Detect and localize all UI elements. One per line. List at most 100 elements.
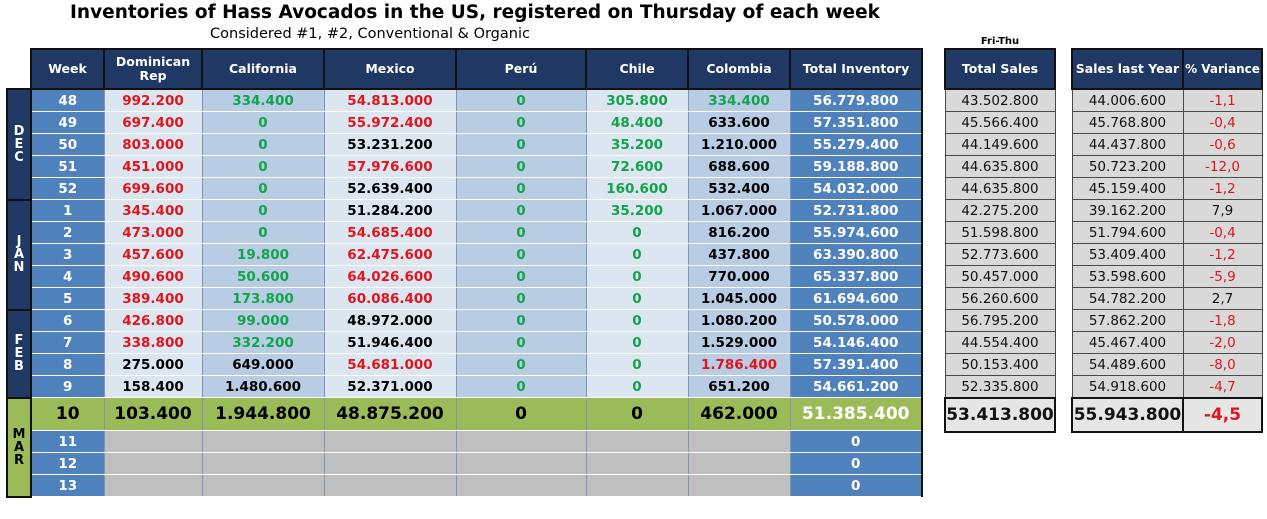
mexico-cell: 54.813.000 [324,88,457,112]
peru-cell: 0 [456,177,587,200]
total-inventory-cell: 55.279.400 [790,133,923,156]
mexico-cell: 48.972.000 [324,309,457,332]
california-cell: 332.200 [202,331,325,354]
variance-cell: -1,8 [1182,309,1263,332]
california-cell: 99.000 [202,309,325,332]
california-cell: 19.800 [202,243,325,266]
empty-cell [324,430,457,453]
page-title: Inventories of Hass Avocados in the US, … [70,2,880,23]
total-sales-cell: 45.566.400 [944,111,1056,134]
month-letter: D [13,123,25,139]
month-letter: M [12,426,26,442]
table-row: 54.782.200 2,7 [1071,287,1263,310]
month-letter: C [14,149,24,165]
table-row: 42.275.200 [944,199,1056,222]
empty-cell [688,452,791,475]
sales-last-year-cell: 51.794.600 [1071,221,1184,244]
chile-cell: 0 [586,309,689,332]
variance-cell: -1,2 [1182,177,1263,200]
sales-last-year-cell: 50.723.200 [1071,155,1184,178]
table-row: F E B 6 426.800 99.000 48.972.000 0 0 1.080.200 50… [6,308,923,399]
table-row: 8 275.000 649.000 54.681.000 0 0 1.786.400 57.3… [7,353,923,376]
peru-cell: 0 [456,133,587,156]
dominican-cell: 338.800 [104,331,203,354]
total-inventory-cell: 61.694.600 [790,287,923,310]
header-colombia: Colombia [687,48,791,90]
table-row: 44.437.800 -0,6 [1071,133,1263,156]
month-letter: E [14,136,24,152]
sales-last-year-cell: 55.943.800 [1071,397,1184,433]
table-row: 54.489.600 -8,0 [1071,353,1263,376]
total-sales-cell: 52.335.800 [944,375,1056,399]
header-mexico: Mexico [323,48,457,90]
colombia-cell: 1.210.000 [688,133,791,156]
peru-cell: 0 [456,111,587,134]
variance-cell: -5,9 [1182,265,1263,288]
week-cell: 51 [30,155,105,178]
total-inventory-cell: 54.146.400 [790,331,923,354]
table-row: 44.635.800 [944,155,1056,178]
total-inventory-cell: 55.974.600 [790,221,923,244]
month-letter: N [13,260,25,275]
week-cell: 7 [30,331,105,354]
variance-cell: -0,4 [1182,111,1263,134]
chile-cell: 0 [586,375,689,398]
empty-cell [202,452,325,475]
dominican-cell: 699.600 [104,177,203,200]
california-cell: 50.600 [202,265,325,288]
peru-cell: 0 [456,199,587,222]
total-sales-cell: 50.457.000 [944,265,1056,288]
table-row: 45.566.400 [944,111,1056,134]
week-cell: 4 [30,265,105,288]
dominican-cell: 473.000 [104,221,203,244]
sales-period-label: Fri-Thu [980,36,1020,47]
dominican-cell: 103.400 [104,397,203,431]
table-row: 50.723.200 -12,0 [1071,155,1263,178]
chile-cell: 305.800 [586,88,689,112]
colombia-cell: 1.529.000 [688,331,791,354]
header-dominican: Dominican Rep [103,48,203,90]
colombia-cell: 437.800 [688,243,791,266]
mexico-cell: 51.284.200 [324,199,457,222]
week-cell: 9 [30,375,105,398]
california-cell: 0 [202,177,325,200]
colombia-cell: 633.600 [688,111,791,134]
table-row: 44.635.800 [944,177,1056,200]
variance-cell: -4,7 [1182,375,1263,399]
dominican-cell: 451.000 [104,155,203,178]
total-inventory-cell: 63.390.800 [790,243,923,266]
empty-cell [324,452,457,475]
total-sales-cell: 42.275.200 [944,199,1056,222]
month-letter: E [14,346,24,361]
california-cell: 334.400 [202,88,325,112]
peru-cell: 0 [456,287,587,310]
total-inventory-cell: 51.385.400 [790,397,923,431]
variance-cell: -8,0 [1182,353,1263,376]
table-row: 45.159.400 -1,2 [1071,177,1263,200]
peru-cell: 0 [456,375,587,398]
table-row: 49 697.400 0 55.972.400 0 48.400 633.600 57.351… [7,111,923,134]
empty-cell [324,474,457,497]
month-letter: F [14,333,24,348]
header-variance: % Variance [1182,48,1263,90]
empty-cell [586,474,689,497]
california-cell: 0 [202,155,325,178]
month-letter: A [13,439,25,455]
table-row: 51.598.800 [944,221,1056,244]
sales-last-year-cell: 39.162.200 [1071,199,1184,222]
table-row: D E C 48 992.200 334.400 54.813.000 0 305.800 334… [6,88,923,201]
table-row: 51.794.600 -0,4 [1071,221,1263,244]
dominican-cell: 697.400 [104,111,203,134]
chile-cell: 160.600 [586,177,689,200]
table-row: 13 0 [7,474,923,497]
chile-cell: 35.200 [586,199,689,222]
mexico-cell: 64.026.600 [324,265,457,288]
chile-cell: 0 [586,353,689,376]
colombia-cell: 1.045.000 [688,287,791,310]
header-total-sales: Total Sales [944,48,1056,90]
colombia-cell: 1.080.200 [688,309,791,332]
variance-cell: -0,6 [1182,133,1263,156]
table-row: 51 451.000 0 57.976.600 0 72.600 688.600 59.188… [7,155,923,178]
empty-cell [586,452,689,475]
